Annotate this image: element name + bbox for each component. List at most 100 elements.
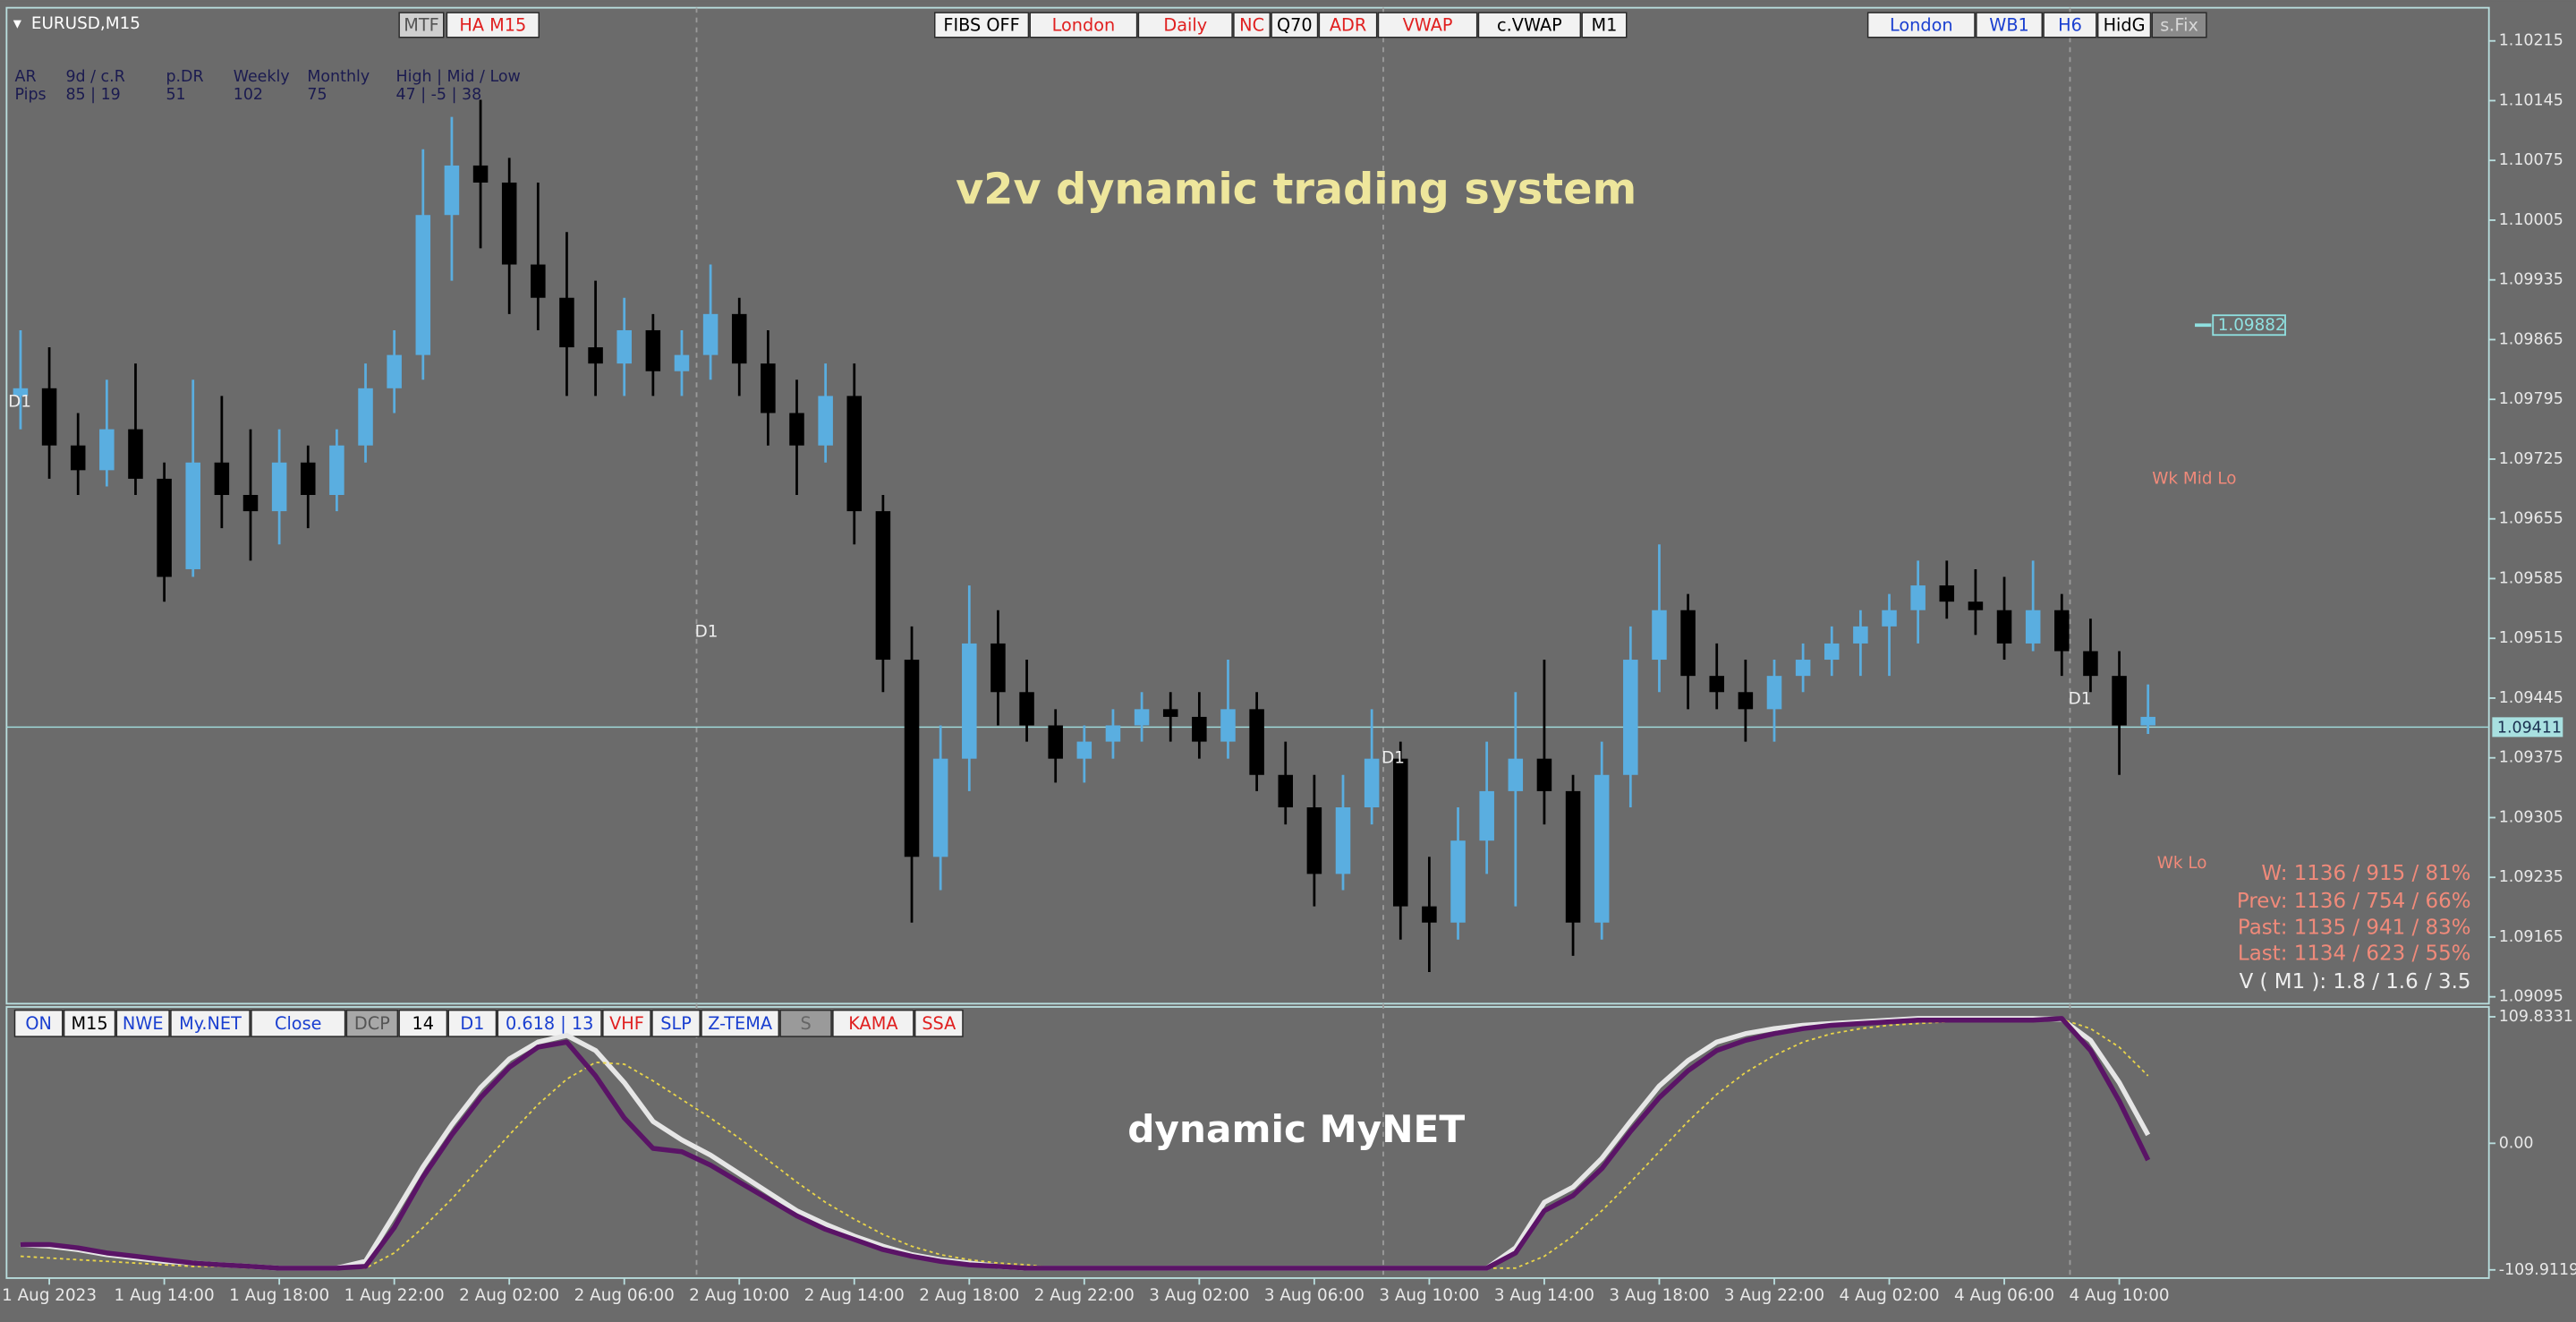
button-label[interactable]: s.Fix [2160, 14, 2198, 35]
button[interactable] [914, 1009, 964, 1037]
candle-body [2140, 716, 2155, 726]
button-label[interactable]: NWE [123, 1013, 164, 1034]
button-label[interactable]: D1 [460, 1013, 484, 1034]
button-label[interactable]: VHF [609, 1013, 644, 1034]
last-price-label: 1.09411 [2497, 719, 2562, 737]
x-tick-label: 3 Aug 06:00 [1264, 1286, 1365, 1305]
candle-body [128, 429, 143, 479]
stats-line: Last: 1134 / 623 / 55% [2238, 942, 2471, 966]
button[interactable] [779, 1009, 832, 1037]
button[interactable] [1581, 12, 1628, 38]
x-tick-label: 2 Aug 10:00 [689, 1286, 789, 1305]
y-tick-label: 1.09305 [2499, 808, 2563, 826]
button[interactable] [1137, 12, 1233, 38]
button-label[interactable]: SLP [660, 1013, 692, 1034]
y-tick-label: 1.09515 [2499, 629, 2563, 647]
button[interactable] [934, 12, 1030, 38]
button-label[interactable]: London [1890, 14, 1953, 35]
y-tick-label: 1.09585 [2499, 569, 2563, 587]
button-label[interactable]: Z-TEMA [708, 1013, 773, 1034]
info-value: Pips [15, 86, 47, 104]
info-header: Weekly [234, 68, 290, 86]
button-label[interactable]: HA M15 [459, 14, 526, 35]
button-label[interactable]: M1 [1592, 14, 1618, 35]
button[interactable] [2151, 12, 2207, 38]
chart-layer: MTF HA M15 FIBS OFF London Daily NC Q70 ADR VWAP… [2, 12, 2576, 1305]
button[interactable] [13, 1009, 64, 1037]
button[interactable] [2096, 12, 2152, 38]
button[interactable] [651, 1009, 701, 1037]
button-label[interactable]: Close [275, 1013, 321, 1034]
button-label[interactable]: HidG [2104, 14, 2146, 35]
button[interactable] [446, 12, 540, 38]
button[interactable] [1233, 12, 1271, 38]
button[interactable] [1318, 12, 1378, 38]
candle-body [1048, 725, 1063, 759]
candle-body [559, 297, 574, 348]
button-label[interactable]: VWAP [1403, 14, 1453, 35]
button[interactable] [63, 1009, 116, 1037]
candle-body [157, 478, 172, 577]
candle-body [932, 758, 948, 857]
button-label[interactable]: H6 [2058, 14, 2082, 35]
info-header: p.DR [166, 68, 203, 86]
y-tick-label: 1.09095 [2499, 988, 2563, 1006]
button-label[interactable]: KAMA [848, 1013, 898, 1034]
candle-body [1652, 610, 1667, 661]
x-tick-label: 3 Aug 14:00 [1494, 1286, 1594, 1305]
button[interactable] [398, 12, 445, 38]
button[interactable] [398, 1009, 448, 1037]
button[interactable] [251, 1009, 346, 1037]
y-tick-label: 1.10215 [2499, 32, 2563, 50]
button-label[interactable]: SSA [922, 1013, 956, 1034]
button-label[interactable]: DCP [354, 1013, 390, 1034]
button[interactable] [1377, 12, 1478, 38]
x-tick-label: 3 Aug 10:00 [1379, 1286, 1479, 1305]
button-label[interactable]: NC [1239, 14, 1264, 35]
button-label[interactable]: Daily [1163, 14, 1207, 35]
button[interactable] [602, 1009, 651, 1037]
button-label[interactable]: 14 [412, 1013, 435, 1034]
button-label[interactable]: c.VWAP [1497, 14, 1562, 35]
button[interactable] [1976, 12, 2044, 38]
button-label[interactable]: S [800, 1013, 811, 1034]
button[interactable] [1477, 12, 1582, 38]
y-tick-label: 1.09655 [2499, 510, 2563, 528]
candle-body [13, 388, 29, 397]
button-label[interactable]: Q70 [1277, 14, 1313, 35]
button-label[interactable]: M15 [71, 1013, 107, 1034]
button-label[interactable]: MTF [404, 14, 438, 35]
candle-body [531, 264, 546, 298]
button[interactable] [2043, 12, 2097, 38]
candle-body [1019, 692, 1034, 726]
candle-body [2025, 610, 2041, 644]
candle-body [1278, 774, 1294, 808]
y-tick-label: 1.09375 [2499, 749, 2563, 767]
candle-body [329, 445, 344, 495]
button-label[interactable]: ADR [1330, 14, 1366, 35]
stats-line: V ( M1 ): 1.8 / 1.6 / 3.5 [2240, 970, 2471, 994]
annotation: D1 [1382, 749, 1405, 768]
button[interactable] [832, 1009, 914, 1037]
button-label[interactable]: London [1052, 14, 1116, 35]
button[interactable] [701, 1009, 780, 1037]
info-value: 51 [166, 86, 185, 104]
button[interactable] [345, 1009, 399, 1037]
candle-body [301, 462, 316, 495]
button-label[interactable]: ON [25, 1013, 52, 1034]
button[interactable] [170, 1009, 251, 1037]
button-label[interactable]: FIBS OFF [943, 14, 1019, 35]
candle-body [1162, 709, 1178, 717]
button-label[interactable]: WB1 [1989, 14, 2029, 35]
x-tick-label: 4 Aug 10:00 [2070, 1286, 2170, 1305]
button[interactable] [497, 1009, 602, 1037]
candle-body [2083, 651, 2098, 677]
button[interactable] [447, 1009, 497, 1037]
symbol-arrow[interactable]: ▾ [13, 14, 22, 33]
button-label[interactable]: 0.618 | 13 [506, 1013, 593, 1034]
button[interactable] [1029, 12, 1138, 38]
button[interactable] [1866, 12, 1976, 38]
button[interactable] [1271, 12, 1319, 38]
button-label[interactable]: My.NET [179, 1013, 242, 1034]
button[interactable] [115, 1009, 170, 1037]
